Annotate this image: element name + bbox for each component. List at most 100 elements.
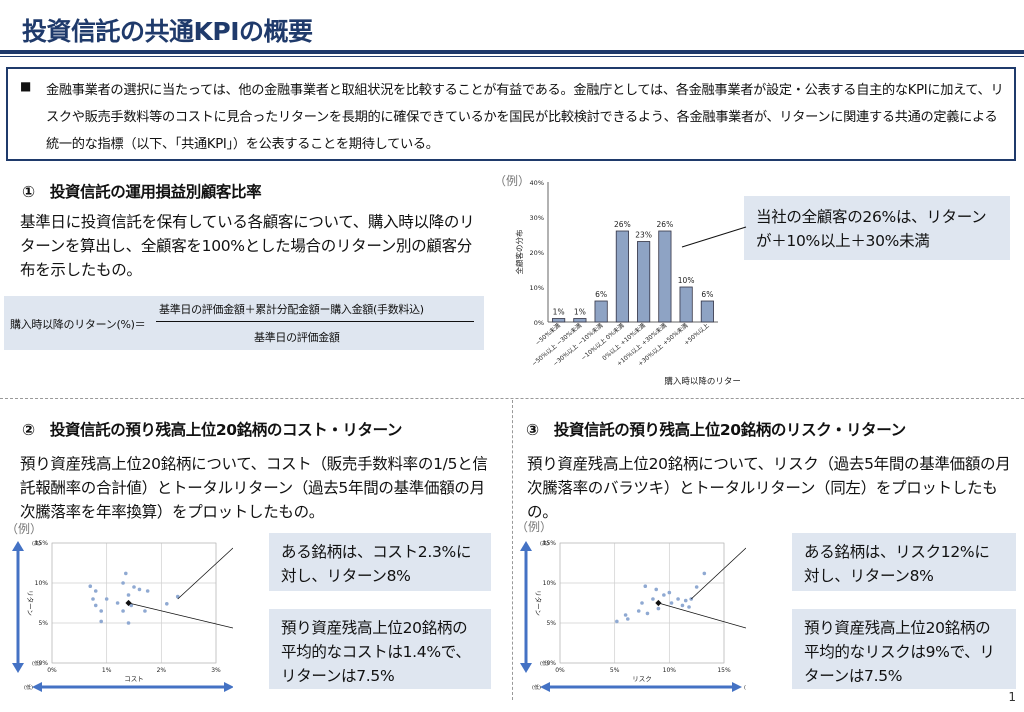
callout-pointer-highlight: [177, 547, 233, 600]
x-tick-label: 0%: [47, 667, 57, 674]
x-arrowhead-left: [540, 682, 550, 692]
y-tick-label: 5%: [546, 620, 556, 627]
section2-callout-2: 預り資産残高上位20銘柄の平均的なコストは1.4%で、リターンは7.5%: [269, 609, 491, 689]
scatter-point: [104, 597, 109, 601]
scatter-point: [687, 605, 691, 609]
bar: [615, 230, 629, 323]
section2-callout-1: ある銘柄は、コスト2.3%に対し、リターン8%: [269, 533, 491, 591]
scatter-point: [129, 603, 134, 608]
scatter-point: [680, 603, 685, 608]
bar: [700, 300, 714, 323]
bar-value-label: 26%: [657, 220, 674, 229]
x-arrowhead-left: [32, 682, 42, 692]
section1-callout-pointer: [681, 226, 747, 248]
scatter-point: [121, 609, 125, 613]
y-arrowhead-up: [12, 541, 24, 551]
section2-heading: ② 投資信託の預り残高上位20銘柄のコスト・リターン: [22, 421, 403, 439]
section3-callout-2: 預り資産残高上位20銘柄の平均的なリスクは9%で、リターンは7.5%: [792, 609, 1016, 689]
section1-heading: ① 投資信託の運用損益別顧客比率: [22, 183, 262, 201]
return-distribution-chart: 0%10%20%30%40%1%−50%未満1%−50%以上 −30%未満6%−…: [514, 179, 740, 387]
scatter-point: [667, 590, 672, 595]
formula-box: 購入時以降のリターン(%)＝ 基準日の評価金額＋累計分配金額ー購入金額(手数料込…: [4, 296, 484, 350]
y-arrowhead-down: [520, 663, 532, 673]
x-tick-label: 15%: [717, 667, 731, 674]
x-axis-title: コスト: [124, 675, 144, 683]
y-tick-label: 40%: [530, 179, 544, 187]
y-high-label: (高): [540, 540, 549, 547]
bar-value-label: 6%: [595, 290, 607, 299]
scatter-point: [93, 603, 98, 608]
scatter-point: [683, 598, 688, 603]
page-title: 投資信託の共通KPIの概要: [22, 17, 313, 46]
scatter-point: [165, 602, 169, 606]
bar: [637, 241, 651, 323]
scatter-point: [124, 571, 128, 576]
scatter-point: [669, 601, 674, 605]
scatter-point: [99, 609, 103, 613]
y-tick-label: 5%: [38, 620, 48, 627]
section2-example-label: （例）: [6, 522, 43, 536]
x-tick-label: 1%: [102, 667, 112, 674]
intro-box: ■ 金融事業者の選択に当たっては、他の金融事業者と取組状況を比較することが有益で…: [6, 67, 1016, 161]
scatter-point: [99, 619, 103, 624]
bar-value-label: 1%: [553, 308, 565, 317]
scatter-point: [615, 619, 619, 624]
scatter-point: [625, 617, 630, 621]
x-arrowhead-right: [732, 682, 742, 692]
bar: [658, 230, 672, 323]
formula-fraction-line: [156, 321, 474, 322]
x-tick-label: 10%: [663, 667, 677, 674]
bar: [552, 318, 566, 323]
scatter-point: [121, 581, 125, 585]
scatter-point: [662, 593, 666, 597]
y-axis-title: リターン: [26, 590, 35, 616]
y-tick-label: 15%: [543, 540, 557, 547]
x-high-label: (高): [744, 684, 746, 691]
bar-value-label: 1%: [574, 308, 586, 317]
x-low-label: (低): [24, 684, 33, 691]
callout-pointer-mean: [128, 602, 233, 629]
section1-callout: 当社の全顧客の26%は、リターンが＋10%以上＋30%未満: [744, 196, 1010, 260]
title-rule: [0, 50, 1024, 54]
bar-value-label: 6%: [701, 290, 713, 299]
bar-value-label: 10%: [678, 276, 695, 285]
scatter-point: [132, 585, 136, 589]
x-low-label: (低): [532, 684, 541, 691]
intro-text: 金融事業者の選択に当たっては、他の金融事業者と取組状況を比較することが有益である…: [46, 83, 1004, 152]
scatter-point: [126, 593, 131, 597]
intro-bullet: ■: [20, 79, 32, 93]
y-tick-label: 10%: [530, 284, 544, 292]
scatter-point: [651, 597, 655, 601]
section3-callout-1: ある銘柄は、リスク12%に対し、リターン8%: [792, 533, 1016, 591]
y-tick-label: 10%: [35, 580, 49, 587]
y-arrowhead-up: [520, 541, 532, 551]
x-tick-label: 3%: [211, 667, 221, 674]
y-axis-title: 全顧客の分布: [514, 229, 524, 274]
scatter-point: [676, 597, 680, 601]
section3-example-label: （例）: [516, 520, 553, 534]
bar: [679, 286, 693, 323]
section1-body: 基準日に投資信託を保有している各顧客について、購入時以降のリターンを算出し、全顧…: [20, 213, 475, 279]
x-arrowhead-right: [224, 682, 233, 692]
formula-numerator: 基準日の評価金額＋累計分配金額ー購入金額(手数料込): [159, 303, 424, 316]
x-tick-label: 5%: [610, 667, 620, 674]
title-rule-thin: [0, 56, 1024, 57]
section-divider-horizontal: [0, 398, 1024, 399]
y-tick-label: 15%: [35, 540, 49, 547]
plot-frame: [559, 542, 725, 664]
callout-pointer-highlight: [690, 547, 746, 600]
scatter-point: [91, 597, 95, 601]
section2-body: 預り資産残高上位20銘柄について、コスト（販売手数料率の1/5と信託報酬率の合計…: [20, 455, 488, 521]
scatter-point: [137, 587, 142, 592]
y-arrowhead-down: [12, 663, 24, 673]
section3-body: 預り資産残高上位20銘柄について、リスク（過去5年間の基準価額の月次騰落率のバラ…: [527, 455, 1011, 521]
scatter-point: [643, 584, 648, 588]
y-tick-label: 0%: [546, 660, 556, 667]
y-low-label: (低): [540, 660, 549, 667]
formula-denominator: 基準日の評価金額: [254, 331, 340, 344]
scatter-point: [623, 613, 628, 617]
x-tick-label: 2%: [157, 667, 167, 674]
plot-frame: [51, 542, 217, 664]
y-high-label: (高): [32, 540, 41, 547]
